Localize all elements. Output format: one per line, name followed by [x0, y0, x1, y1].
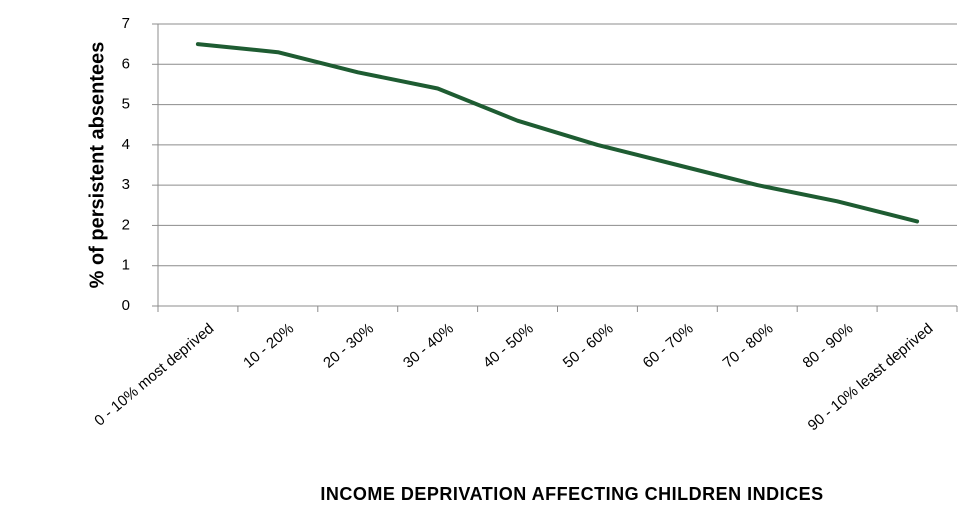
- x-tick-label: 0 - 10% most deprived: [91, 320, 217, 429]
- data-point: [436, 86, 440, 90]
- x-tick-label: 30 - 40%: [400, 320, 457, 372]
- data-point: [755, 183, 759, 187]
- series-layer: [195, 42, 920, 224]
- data-point: [276, 50, 280, 54]
- y-tick-label: 3: [122, 176, 130, 193]
- y-tick-label: 6: [122, 55, 130, 72]
- x-tick-label: 10 - 20%: [240, 320, 297, 372]
- data-point: [196, 42, 200, 46]
- y-tick-label: 2: [122, 216, 130, 233]
- x-tick-label: 50 - 60%: [560, 320, 617, 372]
- y-tick-label: 0: [122, 297, 130, 314]
- data-point: [675, 163, 679, 167]
- series-line: [195, 42, 920, 224]
- y-tick-label: 5: [122, 96, 130, 113]
- x-axis-ticks: 0 - 10% most deprived 10 - 20% 20 - 30% 30 …: [91, 306, 958, 434]
- y-axis-ticks: 0 1 2 3 4 5 6 7: [122, 15, 158, 314]
- y-axis-label: % of persistent absentees: [86, 42, 108, 289]
- data-point: [835, 199, 839, 203]
- y-tick-label: 1: [122, 257, 130, 274]
- x-axis-label: INCOME DEPRIVATION AFFECTING CHILDREN IN…: [320, 484, 823, 504]
- gridlines: [158, 23, 957, 267]
- data-point: [356, 70, 360, 74]
- x-tick-label: 80 - 90%: [799, 320, 856, 372]
- data-point: [915, 219, 919, 223]
- x-tick-label: 20 - 30%: [320, 320, 377, 372]
- x-tick-label: 70 - 80%: [720, 320, 777, 372]
- data-point: [516, 119, 520, 123]
- y-tick-label: 4: [122, 136, 130, 153]
- x-tick-label: 60 - 70%: [640, 320, 697, 372]
- y-tick-label: 7: [122, 15, 130, 32]
- x-tick-label: 40 - 50%: [480, 320, 537, 372]
- data-point: [595, 143, 599, 147]
